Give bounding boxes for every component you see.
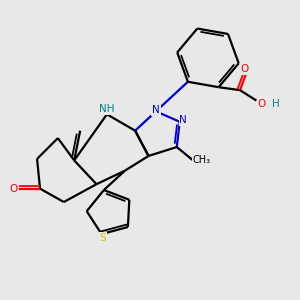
Text: O: O — [258, 99, 266, 109]
Text: CH₃: CH₃ — [193, 155, 211, 165]
Text: H: H — [272, 99, 280, 109]
Text: N: N — [152, 105, 160, 115]
Text: NH: NH — [99, 104, 114, 114]
Text: O: O — [240, 64, 249, 74]
Text: O: O — [10, 184, 18, 194]
Text: S: S — [100, 232, 106, 243]
Text: N: N — [179, 115, 187, 125]
